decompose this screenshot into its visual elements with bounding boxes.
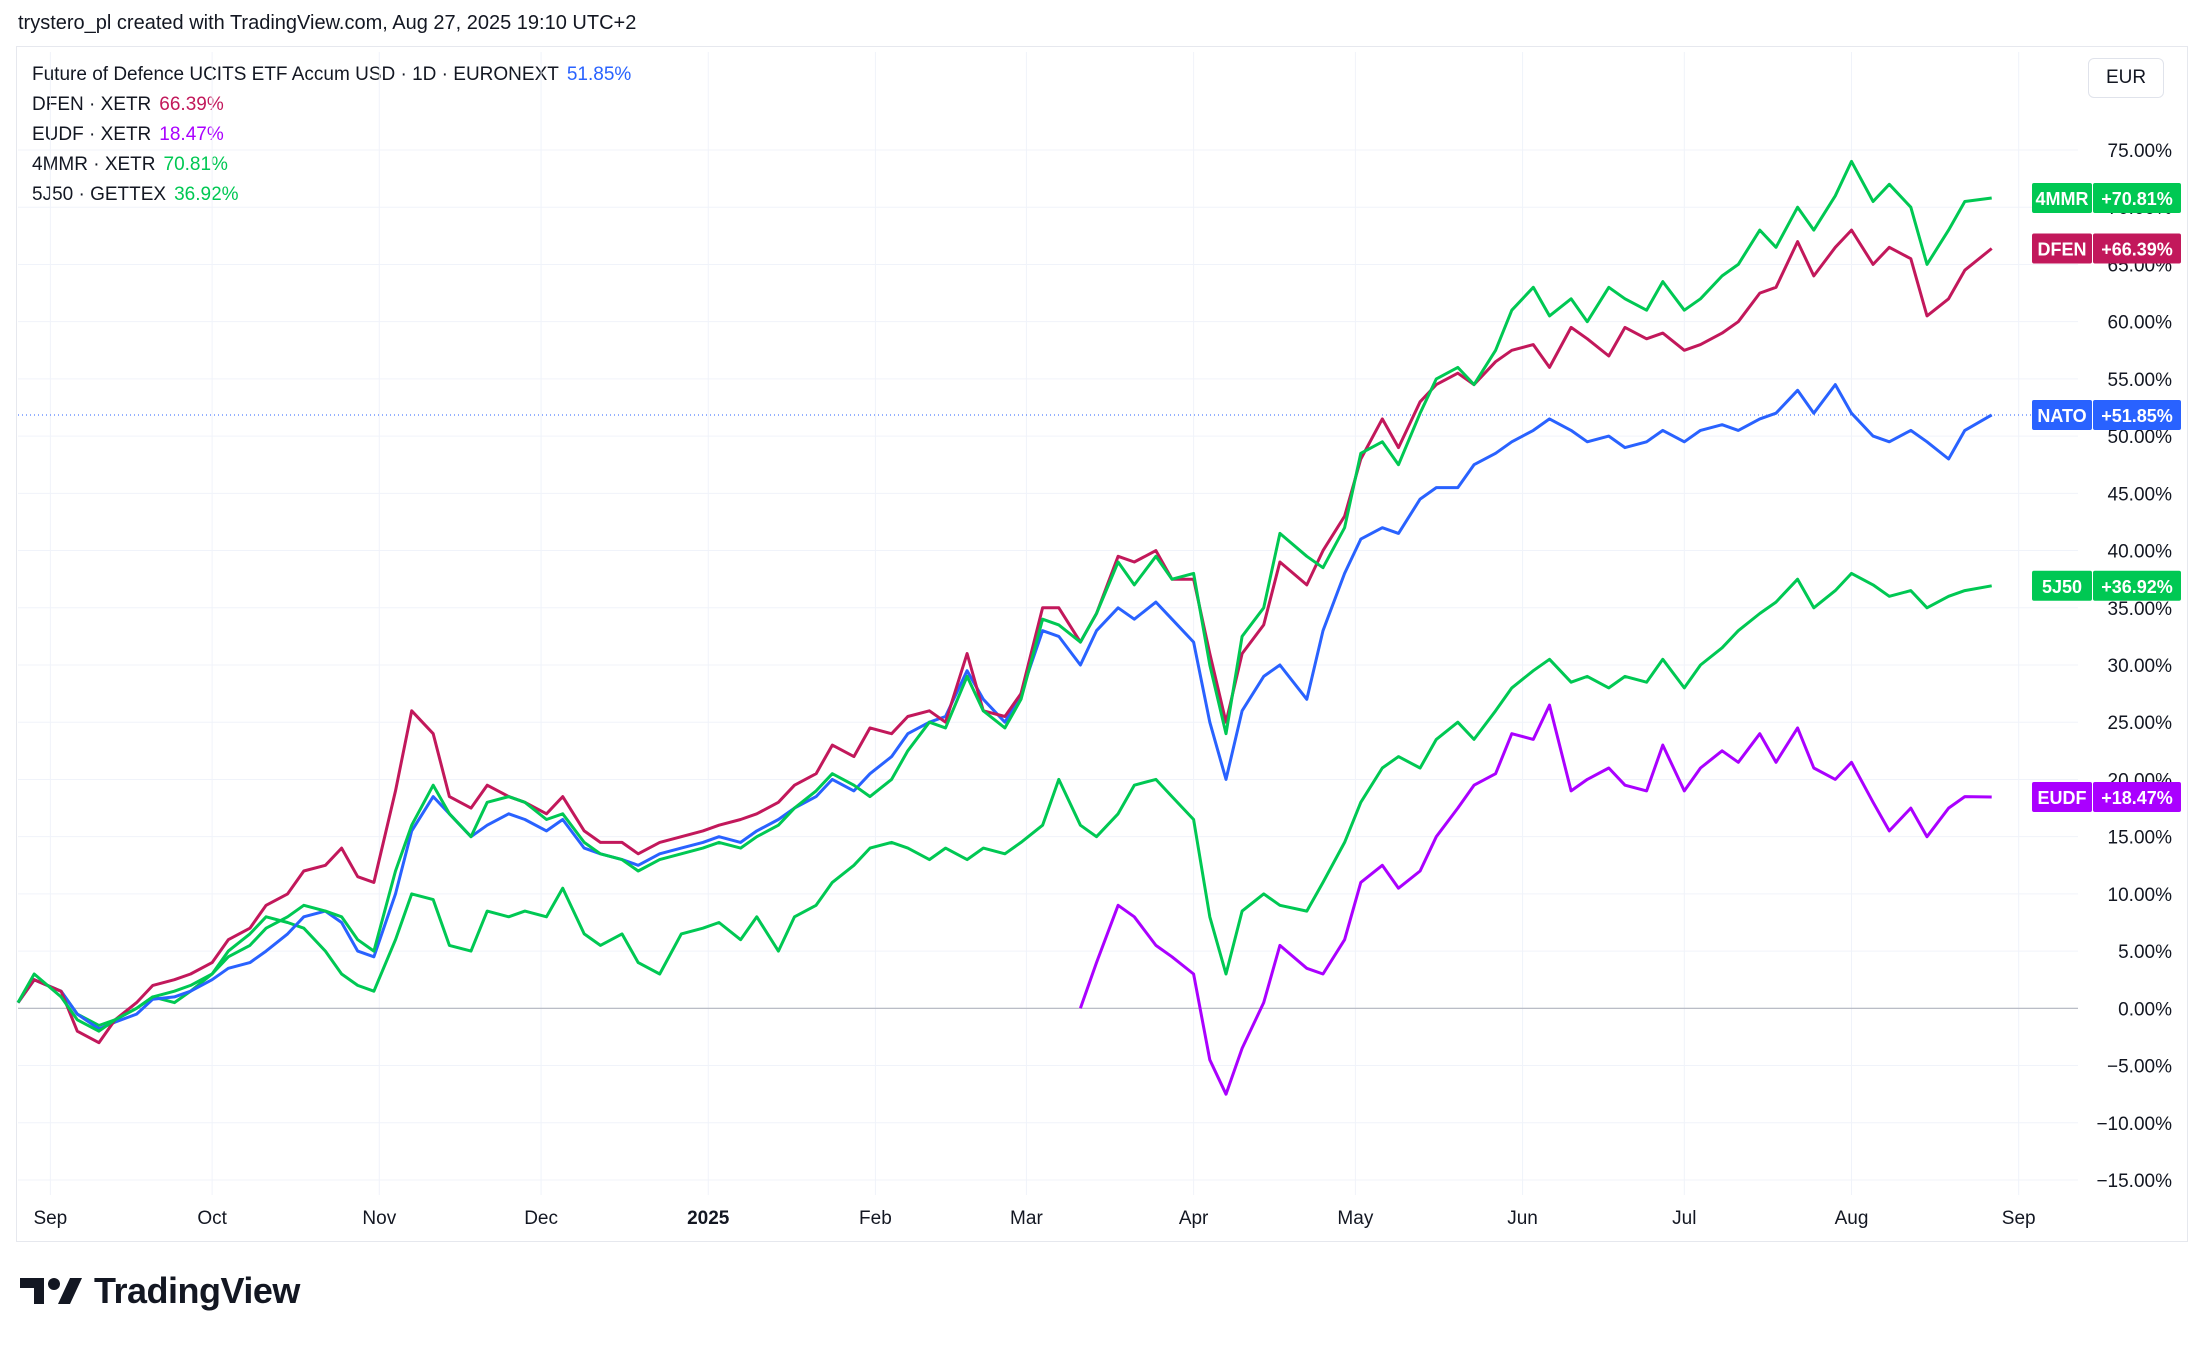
chart-legend: Future of Defence UCITS ETF Accum USD · … — [32, 60, 631, 210]
badge-value-bg — [2093, 399, 2181, 430]
legend-value: 51.85% — [566, 64, 632, 85]
y-tick-label: 50.00% — [2108, 427, 2173, 448]
y-tick-label: 0.00% — [2118, 999, 2172, 1020]
price-badges: NATO +51.85% DFEN +66.39% EUDF +18.47% 4MMR +70… — [2032, 182, 2181, 812]
badge-4mmr: 4MMR +70.81% — [2032, 182, 2181, 213]
y-tick-label: 35.00% — [2108, 599, 2173, 620]
x-tick-label: Jun — [1507, 1208, 1538, 1229]
x-tick-label: Sep — [2002, 1208, 2036, 1229]
y-tick-label: 25.00% — [2108, 713, 2173, 734]
badge-value: +70.81% — [2101, 189, 2173, 209]
y-tick-label: 45.00% — [2108, 484, 2173, 505]
y-tick-label: −5.00% — [2107, 1057, 2172, 1078]
series-line-eudf[interactable] — [1078, 703, 1992, 1096]
badge-value: +66.39% — [2101, 240, 2173, 260]
attribution-text: trystero_pl created with TradingView.com… — [18, 12, 637, 34]
x-tick-label: Jul — [1672, 1208, 1696, 1229]
legend-row-5j50[interactable]: 5J50 · GETTEX 36.92% — [32, 180, 631, 210]
series-line-5j50[interactable] — [16, 571, 1992, 1027]
badge-eudf: EUDF +18.47% — [2032, 781, 2181, 812]
legend-value: 36.92% — [174, 184, 239, 205]
legend-label: DFEN · XETR — [32, 94, 152, 115]
legend-row-main[interactable]: Future of Defence UCITS ETF Accum USD · … — [32, 60, 631, 90]
x-tick-label: Sep — [33, 1208, 67, 1229]
legend-label: Future of Defence UCITS ETF Accum USD · … — [32, 64, 559, 85]
badge-value-bg — [2093, 781, 2181, 812]
x-tick-label: Apr — [1179, 1208, 1209, 1229]
legend-label: EUDF · XETR — [32, 124, 152, 145]
x-tick-label: Nov — [362, 1208, 396, 1229]
badge-name-bg — [2032, 570, 2092, 601]
x-tick-label: Mar — [1010, 1208, 1043, 1229]
y-tick-label: 75.00% — [2108, 141, 2173, 162]
badge-value-bg — [2093, 570, 2181, 601]
badge-name: 5J50 — [2042, 577, 2082, 597]
badge-name-bg — [2032, 233, 2092, 264]
badge-5j50: 5J50 +36.92% — [2032, 570, 2181, 601]
x-tick-label: Feb — [859, 1208, 892, 1229]
legend-value: 18.47% — [159, 124, 224, 145]
badge-name: DFEN — [2038, 240, 2087, 260]
badge-value-bg — [2093, 233, 2181, 264]
y-axis: 75.00%70.00%65.00%60.00%55.00%50.00%45.0… — [2096, 141, 2172, 1192]
tradingview-logo-text: TradingView — [94, 1270, 300, 1311]
y-tick-label: −10.00% — [2096, 1114, 2172, 1135]
badge-dfen: DFEN +66.39% — [2032, 233, 2181, 264]
x-tick-label: Dec — [524, 1208, 558, 1229]
y-tick-label: 15.00% — [2108, 828, 2173, 849]
badge-nato: NATO +51.85% — [2032, 399, 2181, 430]
series-line-4mmr[interactable] — [16, 159, 1992, 1033]
y-tick-label: 30.00% — [2108, 656, 2173, 677]
badge-value: +18.47% — [2101, 788, 2173, 808]
x-tick-label: Oct — [197, 1208, 227, 1229]
y-tick-label: 60.00% — [2108, 313, 2173, 334]
series-layer — [16, 159, 1993, 1096]
y-tick-label: 55.00% — [2108, 370, 2173, 391]
badge-name: EUDF — [2038, 788, 2087, 808]
y-tick-label: 10.00% — [2108, 885, 2173, 906]
badge-name: NATO — [2037, 406, 2086, 426]
legend-row-eudf[interactable]: EUDF · XETR 18.47% — [32, 120, 631, 150]
legend-label: 5J50 · GETTEX — [32, 184, 167, 205]
y-tick-label: 5.00% — [2118, 942, 2172, 963]
y-tick-label: 40.00% — [2108, 542, 2173, 563]
y-tick-label: −15.00% — [2096, 1171, 2172, 1192]
currency-button[interactable]: EUR — [2088, 58, 2164, 98]
price-chart[interactable]: 75.00%70.00%65.00%60.00%55.00%50.00%45.0… — [0, 0, 2206, 1245]
badge-name: 4MMR — [2036, 189, 2089, 209]
legend-label: 4MMR · XETR — [32, 154, 156, 175]
series-line-dfen[interactable] — [16, 228, 1993, 1045]
badge-value-bg — [2093, 182, 2181, 213]
x-tick-label: Aug — [1835, 1208, 1869, 1229]
badge-value: +51.85% — [2101, 406, 2173, 426]
tradingview-logo[interactable]: TradingView — [20, 1270, 300, 1312]
x-tick-label: May — [1337, 1208, 1373, 1229]
series-line-nato[interactable] — [16, 383, 1993, 1031]
grid-layer — [18, 52, 2078, 1195]
badge-name-bg — [2032, 399, 2092, 430]
badge-name-bg — [2032, 182, 2092, 213]
chart-frame — [16, 46, 2188, 1242]
badge-name-bg — [2032, 781, 2092, 812]
tradingview-logo-icon — [20, 1278, 82, 1304]
x-tick-label: 2025 — [687, 1208, 730, 1229]
badge-value: +36.92% — [2101, 577, 2173, 597]
x-axis: Sep Oct Nov Dec 2025 Feb Mar Apr May Jun Jul Aug Sep — [33, 1208, 2035, 1229]
legend-row-dfen[interactable]: DFEN · XETR 66.39% — [32, 90, 631, 120]
legend-value: 66.39% — [159, 94, 224, 115]
